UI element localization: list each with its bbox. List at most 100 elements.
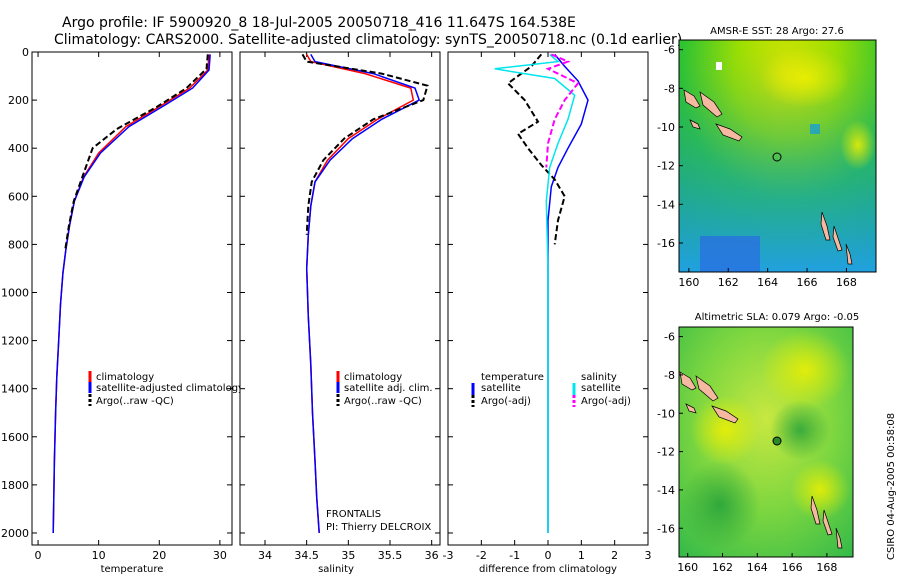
island-shape (822, 509, 833, 536)
x-tick-label: 0 (545, 549, 552, 562)
series-line-3 (545, 53, 580, 168)
x-tick-label: 3 (645, 549, 652, 562)
x-tick-label: 34.5 (294, 549, 319, 562)
difference-axis-label: difference from climatology (479, 564, 617, 575)
series-line-2 (301, 53, 429, 235)
salinity-panel: 34 34.5 35 35.5 36 salinity climatology sate… (239, 51, 441, 575)
legend-title-salinity: salinity (581, 372, 617, 383)
map-y-tick-label: -16 (657, 522, 675, 535)
sla-map-field (679, 327, 853, 557)
island-shape (845, 243, 853, 265)
island-shape (832, 225, 843, 252)
y-tick-label: 1000 (1, 286, 29, 299)
map-x-tick-label: 160 (677, 561, 698, 574)
map-x-tick-label: 168 (836, 276, 857, 289)
sst-map-ticks: 160 162 164 166 168 -6 -8 -10 -12 -14 -16 (657, 44, 857, 289)
sst-warm-patch-east (840, 120, 876, 170)
map-x-tick-label: 162 (718, 276, 739, 289)
island-shape (810, 495, 821, 525)
x-tick-label: 35.5 (378, 549, 403, 562)
sla-islands (679, 371, 843, 549)
x-tick-label: 34 (258, 549, 272, 562)
salinity-axis-label: salinity (318, 564, 354, 575)
x-tick-label: -3 (443, 549, 454, 562)
island-shape (715, 123, 743, 142)
series-line-2 (494, 53, 576, 533)
salinity-ticks: 34 34.5 35 35.5 36 (240, 51, 440, 562)
y-tick-label: 600 (8, 190, 29, 203)
y-tick-label: 400 (8, 142, 29, 155)
map-x-tick-label: 164 (757, 276, 778, 289)
legend-label-climatology: climatology (344, 372, 402, 383)
x-tick-label: -1 (509, 549, 520, 562)
temperature-legend: climatology satellite-adjusted climatolo… (88, 371, 244, 407)
legend-label-argo: Argo(..raw -QC) (344, 396, 422, 407)
sst-missing-pixel (716, 62, 722, 70)
map-y-tick-label: -10 (657, 407, 675, 420)
sst-map-panel: AMSR-E SST: 28 Argo: 27.6 160 162 164 166 16… (657, 26, 877, 289)
map-y-tick-label: -12 (657, 160, 675, 173)
sla-low-patch (680, 460, 760, 550)
annotation-project: FRONTALIS (326, 509, 381, 520)
legend-label-satellite: satellite adj. clim. (344, 383, 433, 394)
sst-map-frame (678, 39, 877, 273)
legend-label-sal-satellite: satellite (581, 383, 621, 394)
y-tick-label: 200 (8, 94, 29, 107)
x-tick-label: 30 (213, 549, 227, 562)
map-y-tick-label: -12 (657, 446, 675, 459)
x-tick-label: 1 (578, 549, 585, 562)
temperature-series (52, 54, 211, 534)
salinity-series (301, 53, 429, 534)
temperature-plot-frame (31, 51, 233, 546)
map-x-tick-label: 160 (678, 276, 699, 289)
island-shape (835, 527, 843, 549)
x-tick-label: 0 (35, 549, 42, 562)
y-tick-label: 0 (22, 46, 29, 59)
island-shape (679, 371, 697, 391)
sla-high-patch-west (690, 395, 760, 465)
map-x-tick-label: 166 (782, 561, 803, 574)
sst-map-title: AMSR-E SST: 28 Argo: 27.6 (710, 26, 844, 37)
y-tick-label: 1200 (1, 335, 29, 348)
credit-stamp: CSIRO 04-Aug-2005 00:58:08 (886, 413, 897, 560)
sla-argo-location-marker (772, 436, 782, 446)
y-tick-label: 1600 (1, 431, 29, 444)
legend-label-satellite: satellite-adjusted climatology (96, 383, 244, 394)
map-y-tick-label: -14 (657, 484, 675, 497)
title-line-1: Argo profile: IF 5900920_8 18-Jul-2005 2… (62, 15, 576, 31)
legend-label-temp-argo: Argo(-adj) (481, 396, 531, 407)
temperature-ticks: 0 10 20 30 0 200 400 600 800 1000 1200 1400 1600 1800… (1, 46, 232, 562)
island-shape (699, 91, 723, 118)
y-tick-label: 1800 (1, 479, 29, 492)
map-y-tick-label: -8 (664, 82, 675, 95)
map-y-tick-label: -6 (664, 44, 675, 57)
island-shape (689, 119, 701, 130)
sst-cold-patch (700, 236, 760, 272)
temperature-panel: 0 10 20 30 0 200 400 600 800 1000 1200 1400 1600 1800… (1, 46, 244, 575)
x-tick-label: -2 (476, 549, 487, 562)
island-shape (695, 375, 719, 402)
x-tick-label: 2 (611, 549, 618, 562)
sst-map-field (679, 40, 876, 272)
difference-panel: -3 -2 -1 0 1 2 3 difference from climatology t… (443, 51, 652, 575)
map-y-tick-label: -16 (657, 237, 675, 250)
x-tick-label: 35 (341, 549, 355, 562)
sla-map-ticks: 160 162 164 166 168 -6 -8 -10 -12 -14 -16 (657, 331, 837, 574)
island-shape (711, 405, 739, 424)
legend-label-sal-argo: Argo(-adj) (581, 396, 631, 407)
legend-label-temp-satellite: satellite (481, 383, 521, 394)
sla-map-title: Altimetric SLA: 0.079 Argo: -0.05 (695, 312, 860, 323)
sst-cool-pixel (810, 124, 820, 134)
island-shape (820, 211, 831, 241)
title-line-2: Climatology: CARS2000. Satellite-adjuste… (54, 32, 682, 48)
sla-high-patch (760, 330, 850, 410)
sst-islands (683, 89, 853, 265)
y-tick-label: 2000 (1, 527, 29, 540)
legend-label-argo: Argo(..raw -QC) (96, 396, 174, 407)
series-line-2 (64, 54, 209, 250)
sla-high-patch-south (790, 460, 850, 520)
map-x-tick-label: 168 (816, 561, 837, 574)
map-x-tick-label: 166 (797, 276, 818, 289)
salinity-legend: climatology satellite adj. clim. Argo(..… (336, 371, 433, 407)
